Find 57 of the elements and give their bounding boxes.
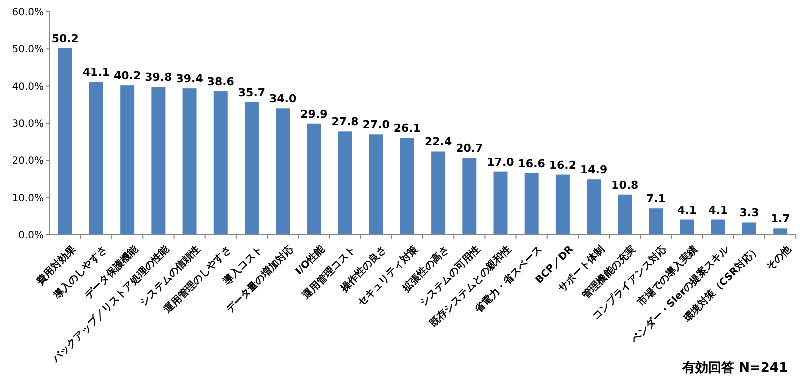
y-tick-label: 60.0% bbox=[12, 8, 44, 18]
bar bbox=[338, 132, 352, 235]
bar bbox=[369, 134, 384, 235]
data-label: 35.7 bbox=[238, 86, 266, 100]
bar bbox=[89, 82, 104, 235]
data-label: 7.1 bbox=[646, 192, 666, 206]
y-tick-label: 20.0% bbox=[12, 156, 44, 168]
data-label: 50.2 bbox=[52, 32, 79, 46]
bar bbox=[152, 87, 166, 235]
bar bbox=[462, 158, 477, 235]
bar bbox=[649, 208, 664, 235]
bar bbox=[774, 228, 788, 235]
y-tick-label: 10.0% bbox=[12, 193, 44, 204]
data-label: 16.6 bbox=[518, 157, 546, 170]
data-label: 1.7 bbox=[770, 212, 790, 226]
bar bbox=[618, 194, 632, 235]
y-tick-label: 50.0% bbox=[12, 44, 44, 56]
data-label: 27.8 bbox=[332, 116, 359, 129]
bar bbox=[120, 86, 135, 235]
y-tick-label: 30.0% bbox=[12, 119, 44, 130]
y-tick-label: 0.0% bbox=[18, 230, 44, 242]
bar bbox=[432, 152, 446, 235]
bar bbox=[711, 220, 726, 235]
bar bbox=[58, 48, 72, 235]
data-label: 34.0 bbox=[269, 92, 297, 106]
data-label: 41.1 bbox=[82, 66, 110, 80]
bar bbox=[556, 174, 570, 235]
data-label: 38.6 bbox=[207, 76, 235, 89]
bar bbox=[494, 172, 508, 235]
bar bbox=[276, 108, 290, 235]
x-tick-label: その他 bbox=[764, 242, 794, 274]
data-label: 40.2 bbox=[114, 70, 142, 83]
text: 有効回答 N=241 bbox=[682, 360, 788, 376]
bar bbox=[680, 220, 694, 235]
data-label: 4.1 bbox=[708, 204, 728, 217]
bar bbox=[587, 180, 602, 235]
data-label: 16.2 bbox=[549, 158, 577, 172]
y-tick-label: 40.0% bbox=[12, 82, 44, 93]
bar bbox=[742, 222, 757, 235]
data-label: 39.4 bbox=[176, 72, 204, 86]
data-label: 27.0 bbox=[362, 118, 390, 132]
data-label: 3.3 bbox=[740, 206, 760, 220]
data-label: 29.9 bbox=[300, 108, 328, 121]
bar bbox=[244, 102, 259, 235]
data-label: 10.8 bbox=[612, 178, 639, 192]
data-label: 14.9 bbox=[580, 164, 608, 177]
bar bbox=[524, 173, 539, 235]
data-label: 20.7 bbox=[456, 142, 484, 156]
data-label: 4.1 bbox=[678, 204, 698, 217]
data-label: 39.8 bbox=[145, 71, 172, 84]
data-label: 22.4 bbox=[424, 136, 452, 149]
bar bbox=[182, 88, 197, 235]
bar bbox=[307, 124, 322, 235]
bar bbox=[214, 92, 228, 235]
data-label: 26.1 bbox=[394, 122, 422, 135]
data-label: 17.0 bbox=[487, 156, 515, 169]
bar bbox=[400, 138, 414, 235]
